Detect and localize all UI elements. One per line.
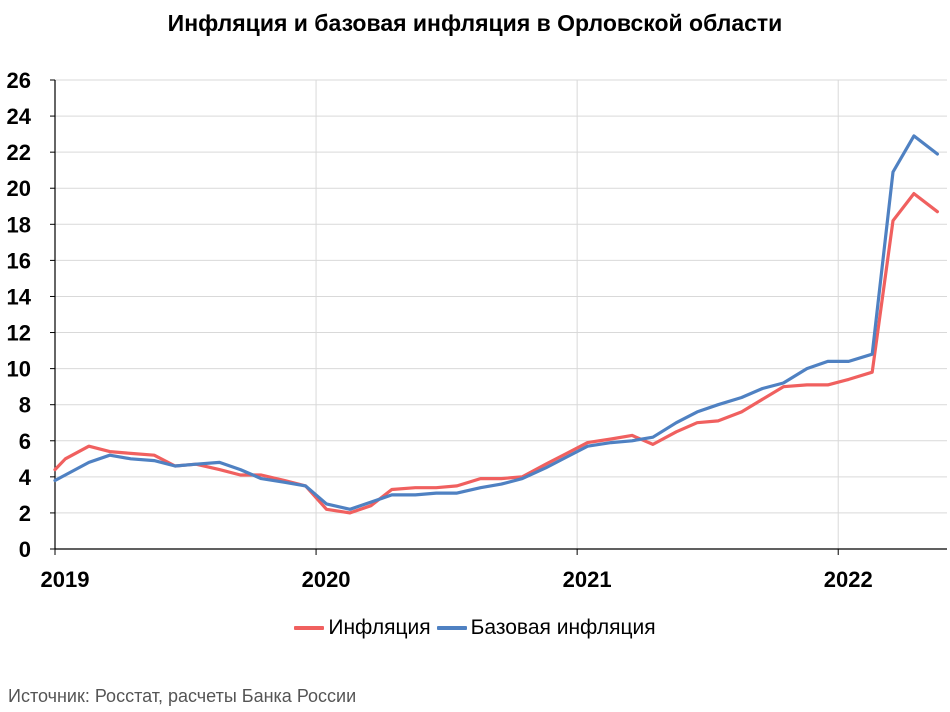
legend-item-core-inflation[interactable]: Базовая инфляция bbox=[436, 616, 656, 640]
legend-swatch-core-inflation bbox=[436, 626, 467, 630]
source-note: Источник: Росстат, расчеты Банка России bbox=[8, 686, 357, 706]
legend-swatch-inflation bbox=[294, 626, 325, 630]
y-tick-label: 12 bbox=[7, 321, 31, 346]
y-tick-label: 18 bbox=[7, 212, 31, 237]
legend: Инфляция Базовая инфляция bbox=[0, 616, 950, 640]
x-tick-label: 2022 bbox=[824, 567, 873, 592]
x-tick-label: 2020 bbox=[302, 567, 351, 592]
x-tick-label: 2021 bbox=[563, 567, 612, 592]
y-tick-label: 0 bbox=[19, 537, 31, 562]
series-line-core-inflation bbox=[53, 134, 939, 511]
y-tick-label: 24 bbox=[7, 104, 32, 129]
legend-label-core-inflation: Базовая инфляция bbox=[470, 616, 656, 639]
y-tick-label: 22 bbox=[7, 140, 31, 165]
data-series bbox=[53, 134, 939, 515]
y-tick-label: 4 bbox=[19, 465, 32, 490]
y-tick-label: 16 bbox=[7, 248, 31, 273]
chart-title: Инфляция и базовая инфляция в Орловской … bbox=[167, 10, 783, 36]
y-tick-label: 6 bbox=[19, 429, 31, 454]
x-tick-label: 2019 bbox=[41, 567, 90, 592]
y-tick-label: 8 bbox=[19, 393, 31, 418]
y-tick-label: 20 bbox=[7, 176, 31, 201]
y-tick-label: 10 bbox=[7, 357, 31, 382]
legend-item-inflation[interactable]: Инфляция bbox=[294, 616, 431, 640]
y-tick-label: 2 bbox=[19, 501, 31, 526]
y-tick-label: 26 bbox=[7, 68, 31, 93]
grid-lines bbox=[55, 79, 947, 549]
legend-label-inflation: Инфляция bbox=[328, 616, 431, 639]
y-tick-label: 14 bbox=[7, 284, 32, 309]
